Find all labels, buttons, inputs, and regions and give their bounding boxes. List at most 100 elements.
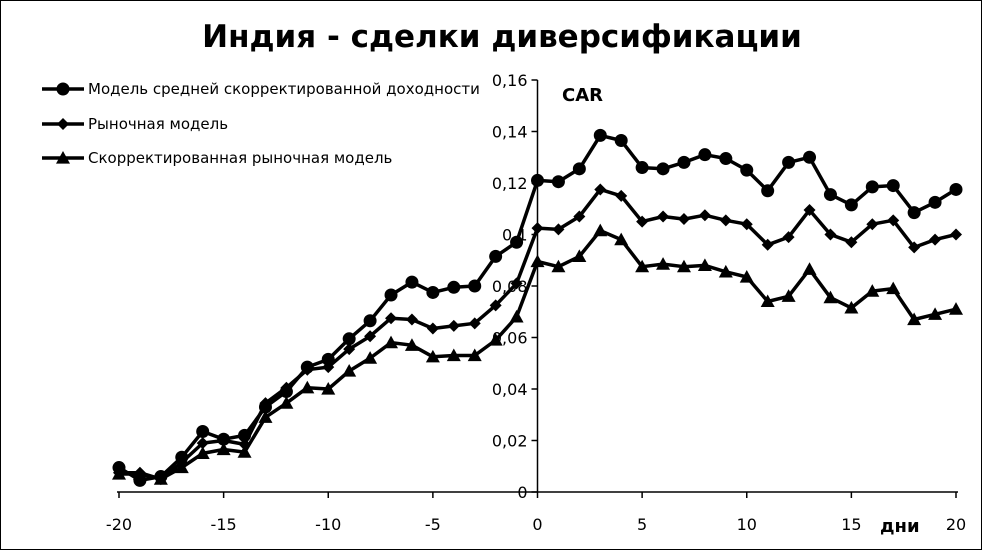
data-point-triangle — [656, 257, 671, 270]
data-point-diamond — [573, 210, 586, 223]
data-point-circle — [384, 288, 398, 302]
data-point-triangle — [153, 472, 168, 485]
legend-label: Скорректированная рыночная модель — [88, 149, 392, 167]
data-point-circle — [593, 128, 607, 142]
data-point-triangle — [467, 348, 482, 362]
data-point-diamond — [259, 397, 272, 410]
data-point-triangle — [488, 333, 503, 346]
data-point-circle — [928, 195, 942, 209]
data-point-triangle — [132, 466, 147, 480]
data-point-triangle — [697, 258, 712, 271]
data-point-circle — [196, 424, 210, 438]
data-point-diamond — [301, 363, 314, 376]
data-point-diamond — [531, 222, 544, 235]
data-point-circle — [656, 162, 670, 176]
data-point-circle — [740, 163, 754, 177]
series-triangle — [112, 223, 963, 485]
data-point-circle — [342, 332, 356, 346]
data-point-diamond — [657, 210, 670, 223]
data-point-diamond — [594, 183, 607, 196]
data-point-circle — [572, 162, 586, 176]
data-point-circle — [823, 188, 837, 202]
data-point-diamond — [217, 434, 230, 447]
data-point-circle — [551, 175, 565, 189]
data-point-circle — [531, 173, 544, 187]
data-point-triangle — [760, 294, 775, 308]
data-point-triangle — [886, 281, 901, 295]
data-point-circle — [468, 279, 482, 293]
data-point-diamond — [887, 214, 900, 227]
data-point-triangle — [781, 289, 796, 302]
data-point-circle — [447, 280, 461, 294]
x-tick-label: -15 — [211, 515, 237, 534]
y-tick-label: 0,02 — [492, 432, 528, 451]
data-point-diamond — [677, 213, 690, 226]
data-point-triangle — [718, 264, 733, 278]
legend-marker-circle — [56, 82, 70, 96]
y-tick-label: 0,14 — [492, 123, 528, 142]
legend: Модель средней скорректированной доходно… — [42, 80, 480, 167]
data-point-diamond — [908, 241, 921, 254]
data-point-triangle — [551, 259, 566, 273]
x-tick-label: 5 — [637, 515, 647, 534]
data-point-diamond — [468, 317, 481, 330]
y-tick-label: 0,16 — [492, 71, 528, 90]
data-point-circle — [635, 161, 649, 175]
data-point-diamond — [803, 204, 816, 217]
x-tick-label: -10 — [315, 515, 341, 534]
data-point-circle — [865, 180, 879, 194]
data-point-circle — [698, 148, 712, 162]
data-point-diamond — [510, 277, 523, 290]
data-point-diamond — [405, 313, 418, 326]
data-point-triangle — [572, 249, 587, 262]
data-point-diamond — [552, 223, 565, 236]
chart-title: Индия - сделки диверсификации — [202, 19, 802, 55]
y-axis-label: CAR — [562, 85, 603, 106]
data-point-diamond — [196, 437, 209, 450]
data-point-diamond — [866, 218, 879, 231]
data-point-diamond — [698, 209, 711, 222]
x-tick-label: -20 — [106, 515, 132, 534]
data-point-triangle — [823, 290, 838, 304]
data-point-diamond — [322, 361, 335, 374]
data-point-triangle — [384, 335, 399, 349]
data-point-circle — [949, 182, 963, 196]
data-point-diamond — [929, 233, 942, 246]
x-axis-label: дни — [880, 516, 920, 537]
data-point-diamond — [426, 322, 439, 335]
data-point-triangle — [614, 232, 629, 246]
x-tick-label: -5 — [425, 515, 441, 534]
data-point-diamond — [845, 236, 858, 249]
data-point-triangle — [446, 348, 461, 362]
data-point-triangle — [739, 269, 754, 283]
x-tick-label: 15 — [841, 515, 861, 534]
data-point-triangle — [593, 223, 608, 237]
data-point-diamond — [615, 189, 628, 202]
data-point-circle — [886, 179, 900, 193]
data-point-diamond — [364, 330, 377, 343]
legend-entry: Модель средней скорректированной доходно… — [42, 80, 480, 98]
data-point-diamond — [719, 214, 732, 227]
data-point-triangle — [112, 466, 126, 480]
data-point-circle — [426, 285, 440, 299]
legend-entry: Скорректированная рыночная модель — [42, 149, 392, 167]
data-point-circle — [761, 184, 775, 198]
data-point-triangle — [530, 254, 545, 268]
data-point-diamond — [280, 381, 293, 394]
data-point-diamond — [385, 312, 398, 325]
series-diamond — [113, 183, 962, 486]
data-point-triangle — [949, 302, 963, 315]
data-point-diamond — [343, 343, 356, 356]
data-point-triangle — [321, 382, 336, 395]
legend-label: Модель средней скорректированной доходно… — [88, 80, 480, 98]
data-point-circle — [782, 155, 796, 169]
data-point-triangle — [509, 309, 524, 323]
data-point-circle — [907, 206, 921, 220]
data-point-circle — [719, 152, 733, 166]
data-point-triangle — [802, 262, 817, 275]
data-point-triangle — [844, 300, 859, 314]
data-point-triangle — [865, 284, 880, 297]
